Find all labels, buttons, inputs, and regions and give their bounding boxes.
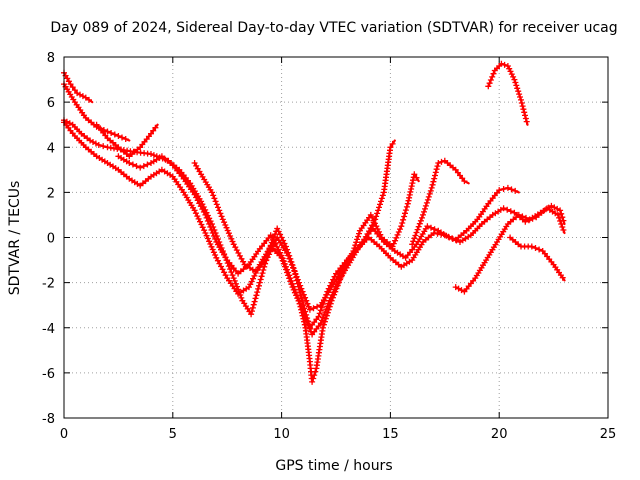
series-line xyxy=(117,139,396,383)
y-tick-label: -4 xyxy=(42,322,55,337)
data-point-markers xyxy=(409,157,468,248)
y-axis-label: SDTVAR / TECUs xyxy=(7,181,23,296)
y-tick-label: -6 xyxy=(42,367,55,382)
data-series xyxy=(61,60,567,385)
series-track-11 xyxy=(485,60,530,126)
series-track-10 xyxy=(507,234,566,282)
data-point-markers xyxy=(61,117,519,331)
data-point-markers xyxy=(93,121,159,160)
series-track-5 xyxy=(93,121,159,160)
y-tick-label: -2 xyxy=(42,277,55,292)
y-tick-label: 0 xyxy=(47,232,55,247)
series-track-1 xyxy=(61,69,94,104)
x-tick-label: 0 xyxy=(60,427,68,442)
data-point-markers xyxy=(452,202,567,295)
y-tick-label: 2 xyxy=(47,186,55,201)
data-point-markers xyxy=(507,234,566,281)
x-tick-label: 25 xyxy=(600,427,617,442)
data-point-markers xyxy=(191,160,420,313)
series-line xyxy=(62,82,131,142)
y-tick-label: 4 xyxy=(47,141,55,156)
series-track-9 xyxy=(452,202,567,295)
series-line xyxy=(62,121,566,336)
series-track-7 xyxy=(191,160,420,313)
data-point-markers xyxy=(115,140,396,385)
x-tick-label: 15 xyxy=(382,427,399,442)
x-axis-label: GPS time / hours xyxy=(275,458,392,474)
series-track-3 xyxy=(61,117,520,331)
series-track-8 xyxy=(409,157,470,248)
axis-ticks: 0 5 10 15 20 25 -8 -6 -4 -2 0 2 4 6 8 xyxy=(42,51,616,442)
grid xyxy=(64,57,608,418)
series-track-6 xyxy=(115,139,396,385)
chart-title: Day 089 of 2024, Sidereal Day-to-day VTE… xyxy=(50,20,617,36)
y-tick-label: -8 xyxy=(42,412,55,427)
y-tick-label: 6 xyxy=(47,96,55,111)
x-tick-label: 20 xyxy=(491,427,508,442)
y-tick-label: 8 xyxy=(47,51,55,66)
x-tick-label: 10 xyxy=(273,427,290,442)
data-point-markers xyxy=(485,60,530,125)
x-tick-label: 5 xyxy=(169,427,177,442)
